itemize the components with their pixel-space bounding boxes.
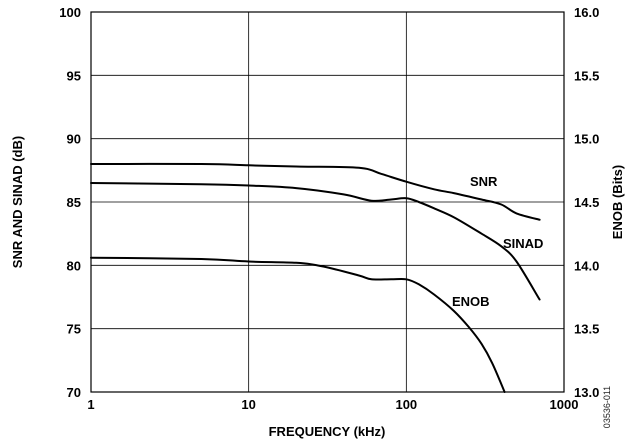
grid <box>91 12 564 392</box>
x-tick-label: 1000 <box>550 397 579 412</box>
series-label-sinad: SINAD <box>503 236 543 251</box>
x-tick-label: 1 <box>87 397 94 412</box>
x-axis-title: FREQUENCY (kHz) <box>269 424 386 439</box>
x-tick-label: 10 <box>241 397 255 412</box>
series-label-enob: ENOB <box>452 294 490 309</box>
series-line-enob <box>90 256 506 393</box>
y-tick-label-left: 90 <box>67 132 81 147</box>
y-tick-label-left: 70 <box>67 385 81 400</box>
y-axis-title-left: SNR AND SINAD (dB) <box>10 136 25 268</box>
y-tick-label-left: 80 <box>67 258 81 273</box>
y-tick-label-right: 16.0 <box>574 5 599 20</box>
y-tick-label-left: 100 <box>59 5 81 20</box>
figure-id: 03536-011 <box>602 386 612 428</box>
y-tick-label-left: 95 <box>67 68 81 83</box>
series-line-sinad <box>90 182 541 301</box>
x-tick-label: 100 <box>395 397 417 412</box>
plot-frame <box>90 11 565 393</box>
y-tick-label-right: 15.0 <box>574 132 599 147</box>
y-tick-label-right: 14.0 <box>574 258 599 273</box>
y-tick-label-right: 14.5 <box>574 195 599 210</box>
y-tick-label-left: 75 <box>67 322 81 337</box>
curves <box>90 162 541 393</box>
y-tick-label-left: 85 <box>67 195 81 210</box>
series-line-snr <box>90 162 541 221</box>
series-label-snr: SNR <box>470 174 498 189</box>
curve-labels: SNR SINAD ENOB <box>452 174 543 309</box>
y-tick-label-right: 15.5 <box>574 68 599 83</box>
y-axis-title-right: ENOB (Bits) <box>610 165 625 239</box>
y-tick-label-right: 13.5 <box>574 322 599 337</box>
tick-labels: 1 10 100 1000 70 75 80 85 90 95 100 13.0 13.5 14.0 14.… <box>59 5 599 412</box>
y-tick-label-right: 13.0 <box>574 385 599 400</box>
